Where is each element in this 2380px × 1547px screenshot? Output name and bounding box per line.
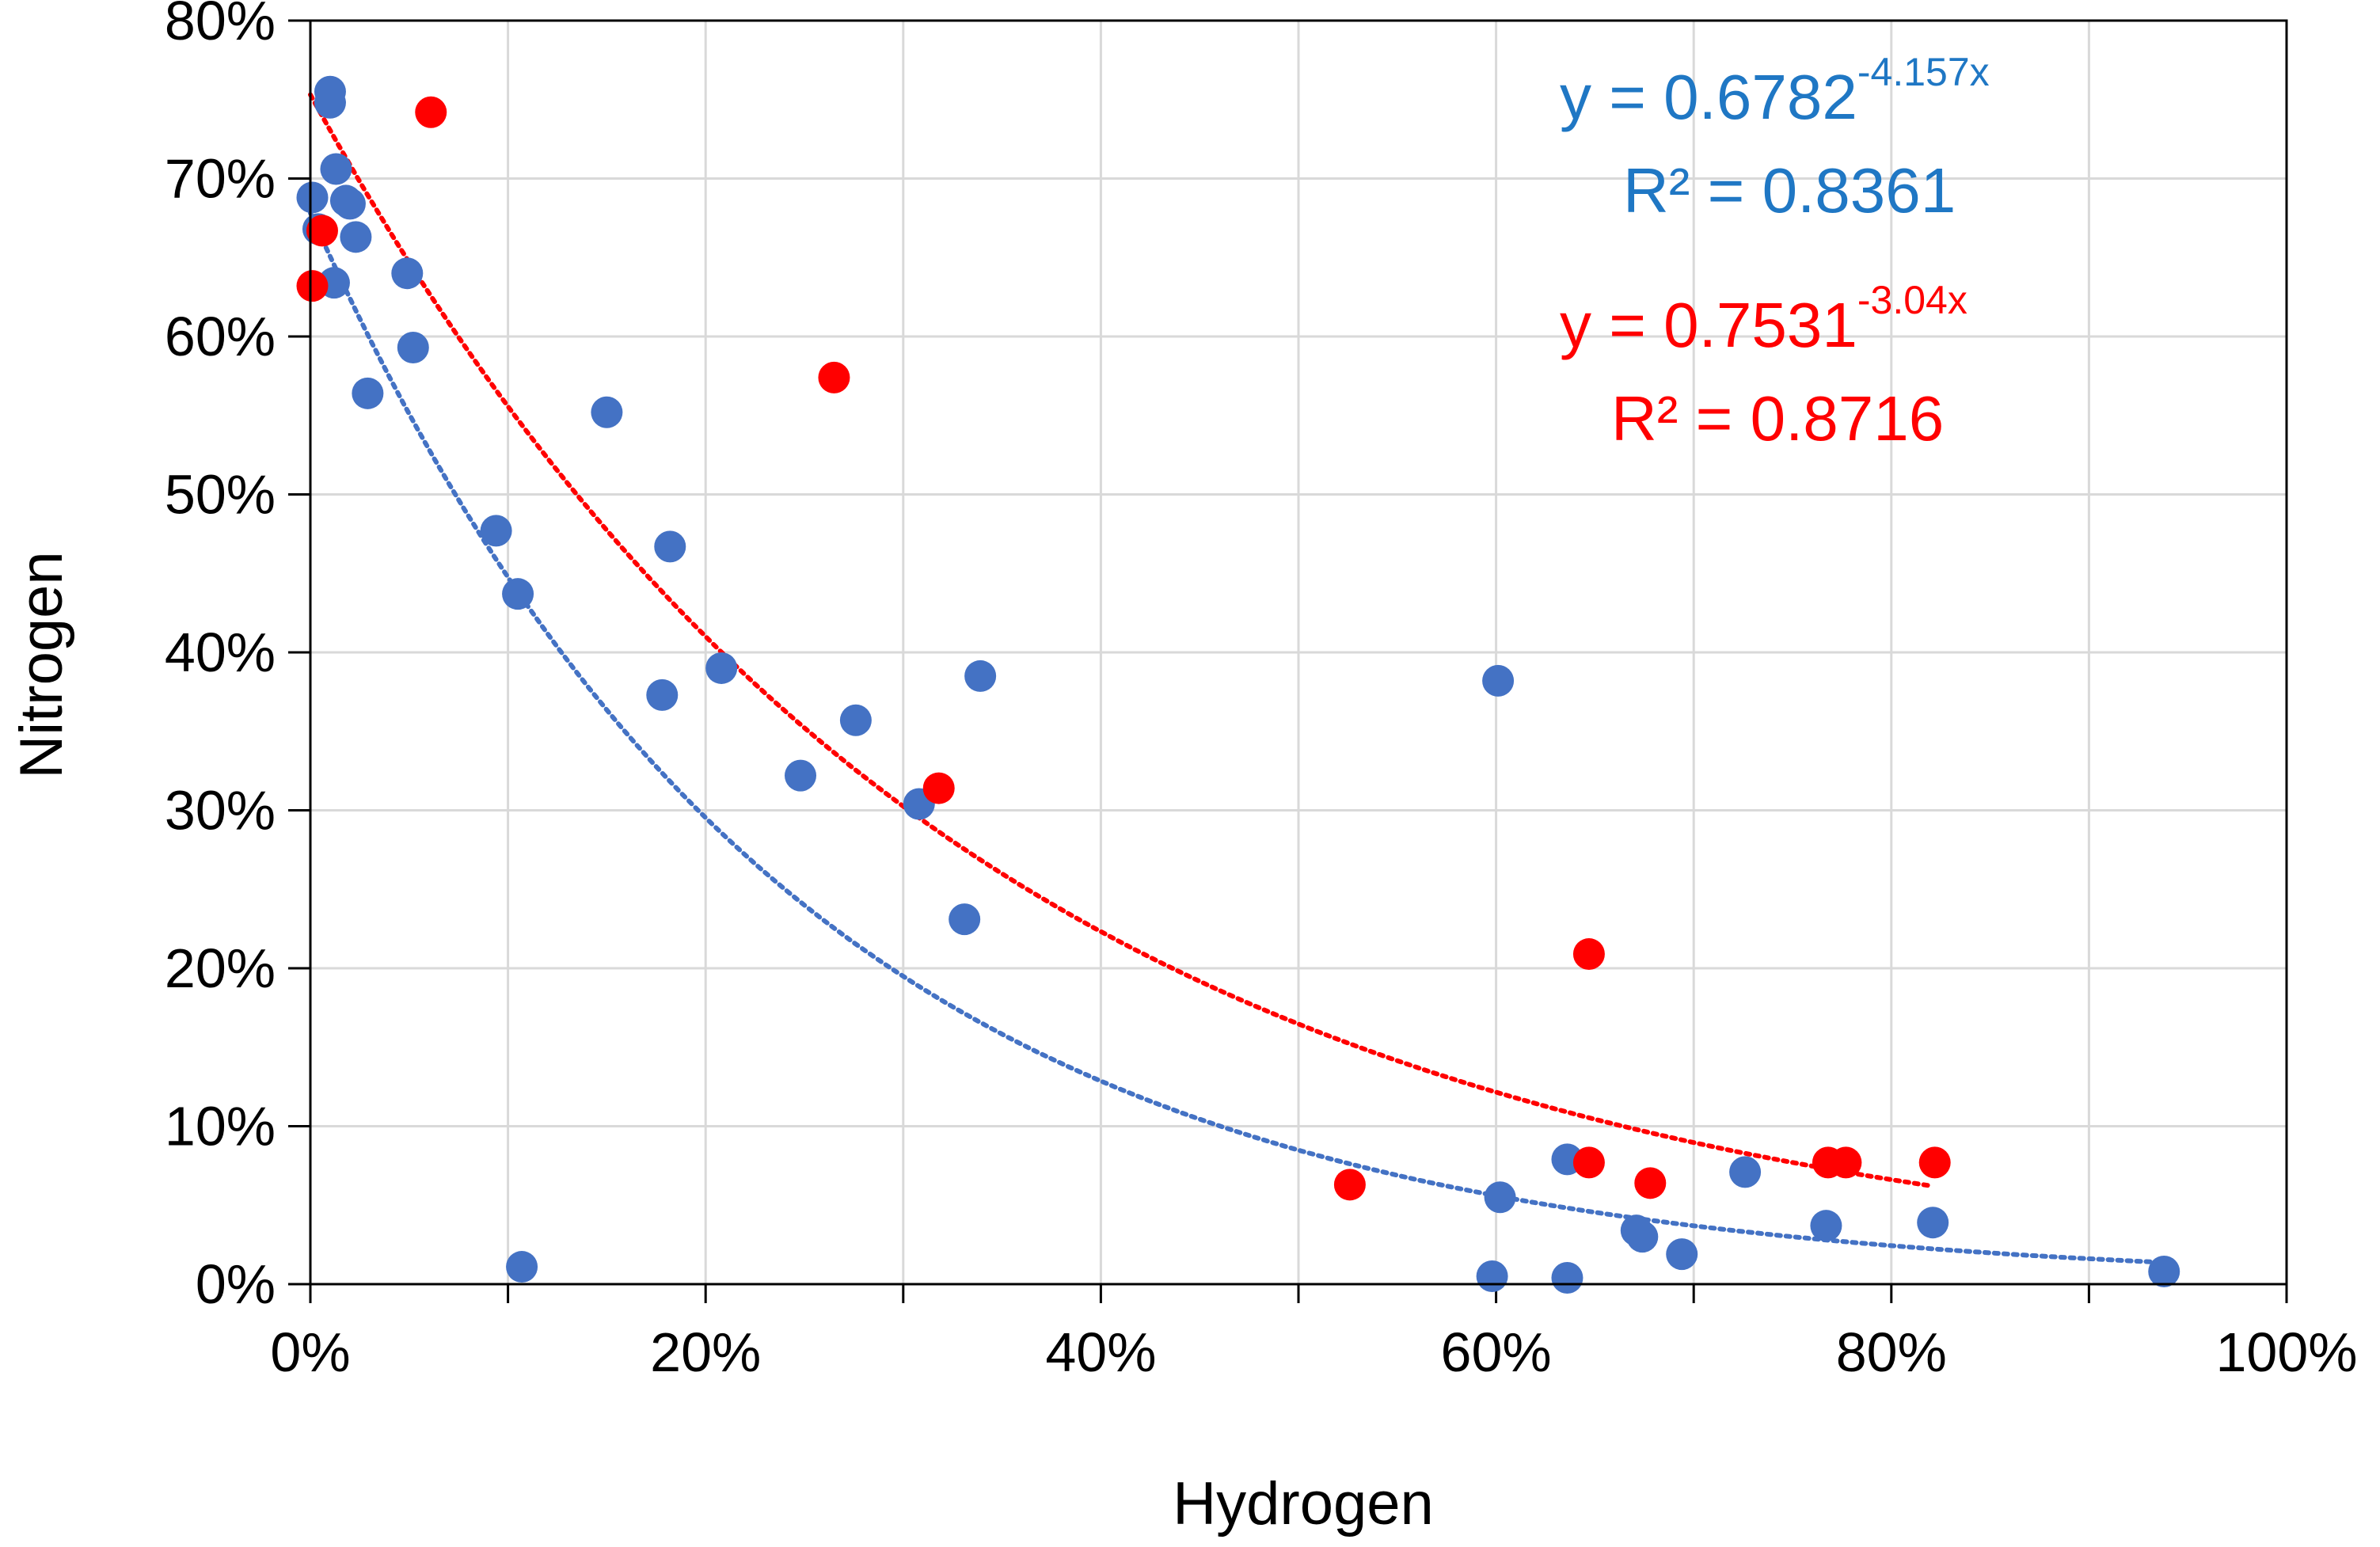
blue-equation-exponent: -4.157x bbox=[1857, 50, 1990, 94]
red-data-point bbox=[1918, 1146, 1951, 1179]
blue-equation-base: y = 0.6782 bbox=[1560, 62, 1857, 132]
blue-data-point bbox=[502, 578, 534, 610]
data-points bbox=[296, 75, 2180, 1294]
red-equation-base: y = 0.7531 bbox=[1560, 290, 1857, 360]
blue-data-point bbox=[646, 678, 679, 711]
red-trendline-equation: y = 0.7531-3.04x bbox=[1560, 278, 1967, 360]
y-tick-label: 0% bbox=[196, 1253, 276, 1315]
red-equation-exponent: -3.04x bbox=[1857, 278, 1967, 322]
blue-data-point bbox=[1476, 1260, 1508, 1293]
blue-data-point bbox=[352, 377, 384, 409]
plot-area-border bbox=[309, 19, 2288, 1286]
blue-data-point bbox=[839, 704, 872, 736]
blue-data-point bbox=[1484, 1181, 1516, 1214]
y-axis-title: Nitrogen bbox=[8, 551, 75, 778]
blue-data-point bbox=[705, 652, 738, 684]
y-axis-ticks: 0% 10% 20% 30% 40% 50% 60% 70% 80% bbox=[165, 0, 310, 1315]
x-tick-label: 40% bbox=[1045, 1321, 1156, 1383]
y-tick-label: 50% bbox=[165, 464, 276, 526]
red-trendline bbox=[308, 92, 1933, 1188]
blue-data-point bbox=[654, 530, 686, 563]
gridlines bbox=[310, 21, 2287, 1284]
blue-r-squared: R² = 0.8361 bbox=[1623, 155, 1956, 226]
blue-data-point bbox=[1551, 1262, 1583, 1294]
blue-data-point bbox=[949, 903, 981, 936]
blue-data-point bbox=[320, 153, 352, 185]
blue-data-point bbox=[506, 1251, 538, 1283]
y-tick-label: 80% bbox=[165, 0, 276, 51]
y-tick-label: 10% bbox=[165, 1096, 276, 1157]
x-tick-label: 0% bbox=[270, 1321, 350, 1383]
blue-data-point bbox=[1482, 664, 1515, 697]
blue-data-point bbox=[1810, 1210, 1842, 1242]
blue-data-point bbox=[591, 396, 623, 428]
blue-trendline bbox=[308, 211, 2171, 1265]
red-data-point bbox=[1830, 1146, 1862, 1179]
y-tick-label: 30% bbox=[165, 780, 276, 842]
x-tick-label: 80% bbox=[1836, 1321, 1947, 1383]
blue-data-point bbox=[1666, 1238, 1698, 1271]
blue-trendline-equation: y = 0.6782-4.157x bbox=[1560, 50, 1990, 132]
x-tick-label: 20% bbox=[650, 1321, 761, 1383]
blue-data-point bbox=[2148, 1256, 2180, 1288]
red-data-point bbox=[415, 96, 447, 128]
x-axis-ticks: 0% 20% 40% 60% 80% 100% bbox=[270, 1284, 2358, 1383]
trendlines bbox=[308, 92, 2171, 1265]
red-data-point bbox=[922, 772, 955, 804]
x-axis-title: Hydrogen bbox=[1173, 1470, 1434, 1537]
y-tick-label: 20% bbox=[165, 937, 276, 999]
red-data-point bbox=[306, 215, 338, 247]
blue-data-point bbox=[964, 659, 997, 692]
blue-data-point bbox=[391, 257, 424, 290]
blue-data-point bbox=[1626, 1221, 1659, 1253]
blue-data-point bbox=[1729, 1156, 1762, 1188]
y-tick-label: 70% bbox=[165, 148, 276, 210]
red-data-point bbox=[818, 361, 850, 393]
y-tick-label: 60% bbox=[165, 306, 276, 367]
blue-data-point bbox=[1917, 1207, 1949, 1239]
red-data-point bbox=[1634, 1167, 1667, 1199]
x-tick-label: 100% bbox=[2215, 1321, 2357, 1383]
red-data-point bbox=[1572, 1146, 1605, 1179]
blue-data-point bbox=[340, 221, 372, 253]
blue-data-point bbox=[333, 188, 366, 220]
red-r-squared: R² = 0.8716 bbox=[1611, 383, 1944, 454]
red-data-point bbox=[296, 270, 329, 302]
blue-data-point bbox=[296, 181, 329, 214]
blue-data-point bbox=[397, 331, 429, 363]
blue-data-point bbox=[314, 86, 346, 119]
blue-data-point bbox=[480, 515, 512, 547]
red-data-point bbox=[1572, 938, 1605, 971]
y-tick-label: 40% bbox=[165, 621, 276, 683]
blue-data-point bbox=[785, 759, 817, 792]
red-data-point bbox=[1333, 1169, 1366, 1201]
x-tick-label: 60% bbox=[1441, 1321, 1552, 1383]
